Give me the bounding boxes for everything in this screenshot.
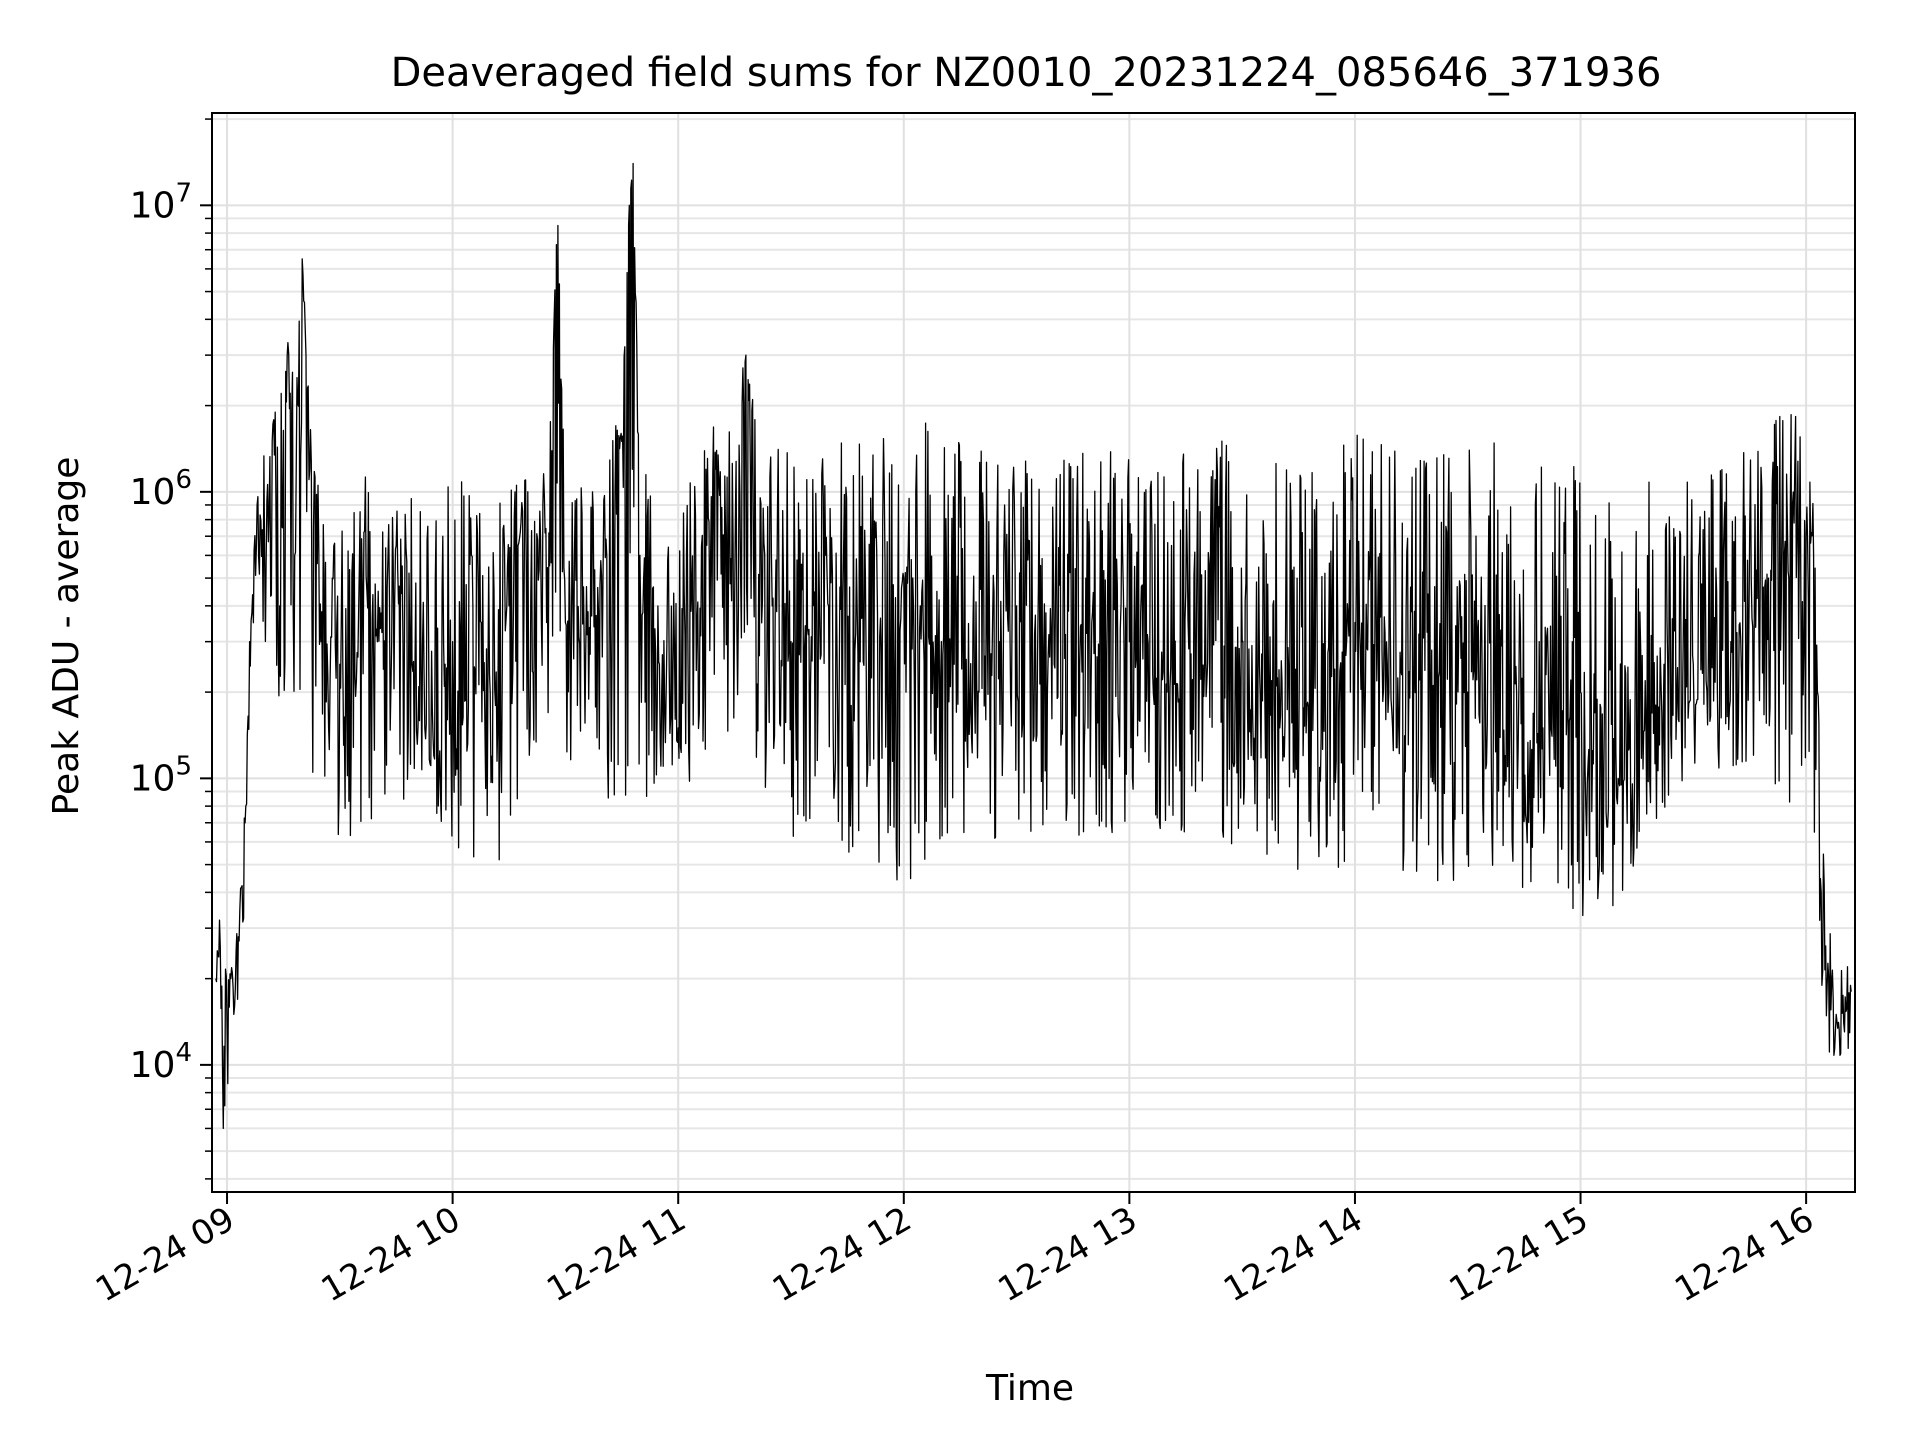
y-tick-label: 106 [130,465,192,513]
y-tick-exponent: 6 [175,465,192,495]
y-tick-label: 104 [130,1038,192,1086]
x-axis-label: Time [985,1368,1074,1409]
plot-area [211,112,1856,1193]
series-line [215,162,1852,1130]
y-axis-label: Peak ADU - average [46,457,87,816]
chart-title: Deaveraged field sums for NZ0010_2023122… [391,50,1662,96]
y-tick-exponent: 7 [175,178,192,208]
y-tick-exponent: 5 [175,751,192,781]
y-tick-exponent: 4 [175,1038,192,1068]
axes-frame [211,112,1856,1193]
series-group [215,162,1852,1130]
grid-lines [212,113,1855,1192]
y-tick-base: 10 [130,185,176,226]
y-tick-label: 107 [130,178,192,226]
y-tick-base: 10 [130,758,176,799]
y-tick-base: 10 [130,1045,176,1086]
y-tick-base: 10 [130,472,176,513]
y-tick-label: 105 [130,751,192,799]
